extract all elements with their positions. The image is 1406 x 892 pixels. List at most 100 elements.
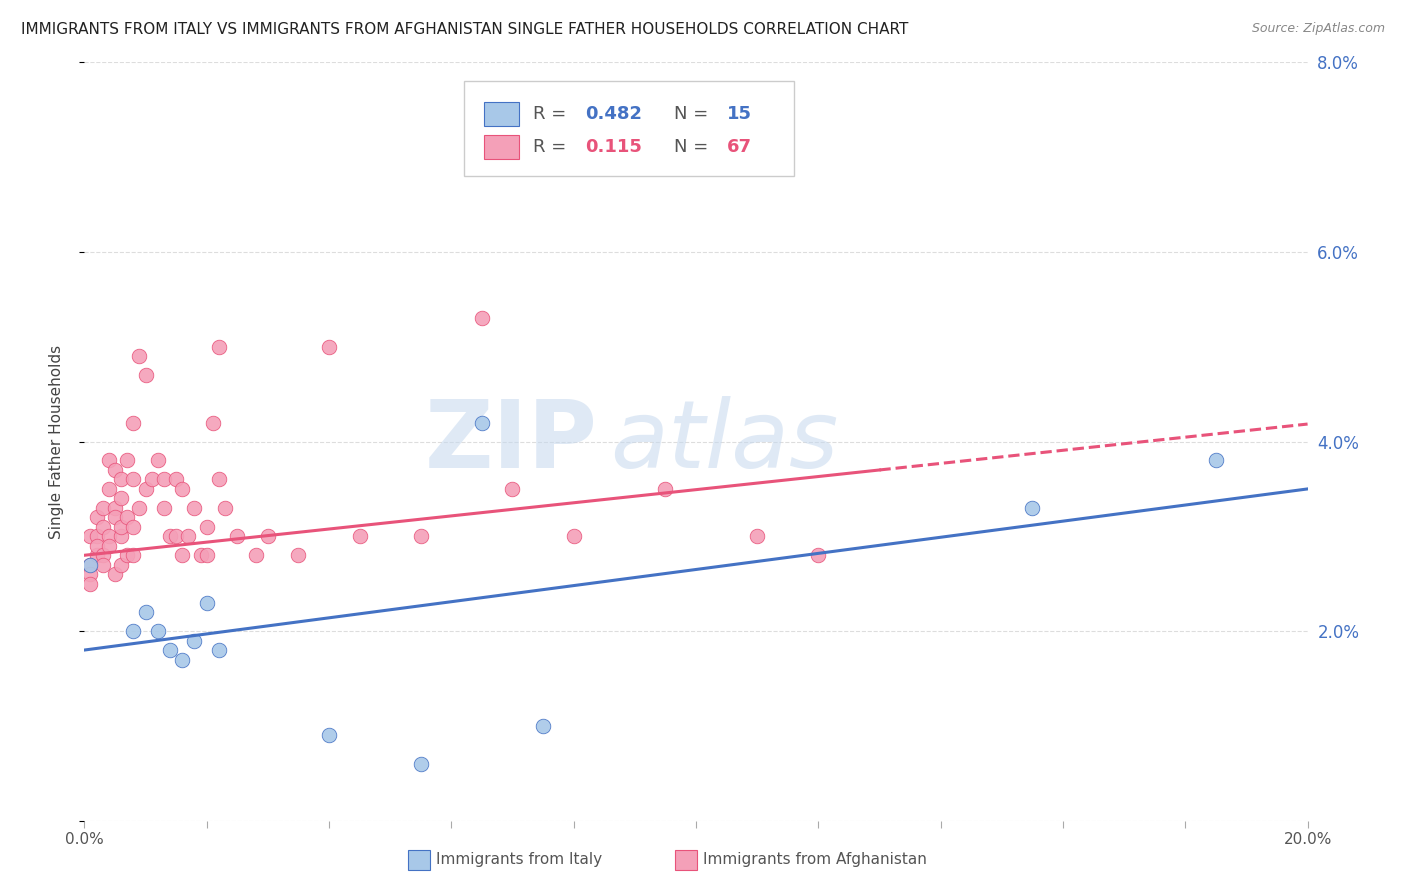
Point bbox=[86, 548, 108, 563]
Text: Immigrants from Afghanistan: Immigrants from Afghanistan bbox=[703, 853, 927, 867]
Point bbox=[135, 368, 157, 383]
Point bbox=[110, 529, 132, 543]
Text: R =: R = bbox=[533, 105, 572, 123]
Text: 0.115: 0.115 bbox=[585, 138, 641, 156]
Point bbox=[214, 500, 236, 515]
Point bbox=[91, 558, 114, 572]
Text: IMMIGRANTS FROM ITALY VS IMMIGRANTS FROM AFGHANISTAN SINGLE FATHER HOUSEHOLDS CO: IMMIGRANTS FROM ITALY VS IMMIGRANTS FROM… bbox=[21, 22, 908, 37]
Point bbox=[153, 500, 176, 515]
Point bbox=[146, 453, 169, 467]
FancyBboxPatch shape bbox=[464, 81, 794, 177]
Point bbox=[409, 756, 432, 771]
Text: N =: N = bbox=[673, 105, 714, 123]
Point bbox=[97, 539, 120, 553]
Point bbox=[177, 529, 200, 543]
Text: ZIP: ZIP bbox=[425, 395, 598, 488]
Point bbox=[190, 548, 212, 563]
Point bbox=[86, 510, 108, 524]
Point bbox=[502, 482, 524, 496]
Point bbox=[208, 643, 231, 657]
Point bbox=[122, 624, 145, 639]
Point bbox=[165, 529, 187, 543]
Point bbox=[172, 652, 194, 666]
Point bbox=[226, 529, 249, 543]
Point bbox=[807, 548, 830, 563]
Point bbox=[91, 520, 114, 534]
Point bbox=[531, 719, 554, 733]
Point bbox=[110, 520, 132, 534]
Point bbox=[135, 605, 157, 619]
Point bbox=[471, 416, 494, 430]
Point bbox=[97, 529, 120, 543]
Point bbox=[1021, 500, 1043, 515]
Point bbox=[562, 529, 585, 543]
Point bbox=[122, 520, 145, 534]
Bar bbox=[484, 136, 519, 160]
Text: 67: 67 bbox=[727, 138, 752, 156]
Point bbox=[208, 340, 231, 354]
Point bbox=[172, 482, 194, 496]
Point bbox=[122, 548, 145, 563]
Point bbox=[245, 548, 267, 563]
Point bbox=[153, 473, 176, 487]
Point bbox=[135, 482, 157, 496]
Point bbox=[115, 548, 138, 563]
Point bbox=[104, 463, 127, 477]
Point bbox=[318, 340, 340, 354]
Point bbox=[287, 548, 309, 563]
Text: Immigrants from Italy: Immigrants from Italy bbox=[436, 853, 602, 867]
Point bbox=[104, 567, 127, 582]
Text: R =: R = bbox=[533, 138, 572, 156]
Point bbox=[86, 529, 108, 543]
Point bbox=[208, 473, 231, 487]
Point bbox=[79, 558, 101, 572]
Point bbox=[159, 643, 181, 657]
Point bbox=[195, 520, 218, 534]
Point bbox=[79, 567, 101, 582]
Point bbox=[97, 453, 120, 467]
Point bbox=[257, 529, 280, 543]
Point bbox=[97, 482, 120, 496]
Point bbox=[104, 510, 127, 524]
Point bbox=[91, 548, 114, 563]
Point bbox=[409, 529, 432, 543]
Text: N =: N = bbox=[673, 138, 714, 156]
Text: Source: ZipAtlas.com: Source: ZipAtlas.com bbox=[1251, 22, 1385, 36]
Text: 15: 15 bbox=[727, 105, 752, 123]
Point bbox=[183, 500, 205, 515]
Y-axis label: Single Father Households: Single Father Households bbox=[49, 344, 63, 539]
Point bbox=[747, 529, 769, 543]
Text: atlas: atlas bbox=[610, 396, 838, 487]
Point bbox=[86, 539, 108, 553]
Point bbox=[79, 558, 101, 572]
Point bbox=[159, 529, 181, 543]
Point bbox=[104, 500, 127, 515]
Point bbox=[141, 473, 163, 487]
Point bbox=[195, 548, 218, 563]
Point bbox=[115, 510, 138, 524]
Point bbox=[183, 633, 205, 648]
Text: 0.482: 0.482 bbox=[585, 105, 641, 123]
Point bbox=[318, 728, 340, 742]
Bar bbox=[484, 102, 519, 126]
Point bbox=[91, 500, 114, 515]
Point bbox=[115, 453, 138, 467]
Point bbox=[349, 529, 371, 543]
Point bbox=[122, 473, 145, 487]
Point bbox=[165, 473, 187, 487]
Point bbox=[110, 473, 132, 487]
Point bbox=[128, 349, 150, 363]
Point bbox=[128, 500, 150, 515]
Point bbox=[146, 624, 169, 639]
Point bbox=[195, 596, 218, 610]
Point bbox=[122, 416, 145, 430]
Point bbox=[654, 482, 676, 496]
Point bbox=[172, 548, 194, 563]
Point bbox=[471, 311, 494, 326]
Point bbox=[201, 416, 224, 430]
Point bbox=[110, 558, 132, 572]
Point bbox=[79, 576, 101, 591]
Point bbox=[79, 529, 101, 543]
Point bbox=[110, 491, 132, 506]
Point bbox=[1205, 453, 1227, 467]
